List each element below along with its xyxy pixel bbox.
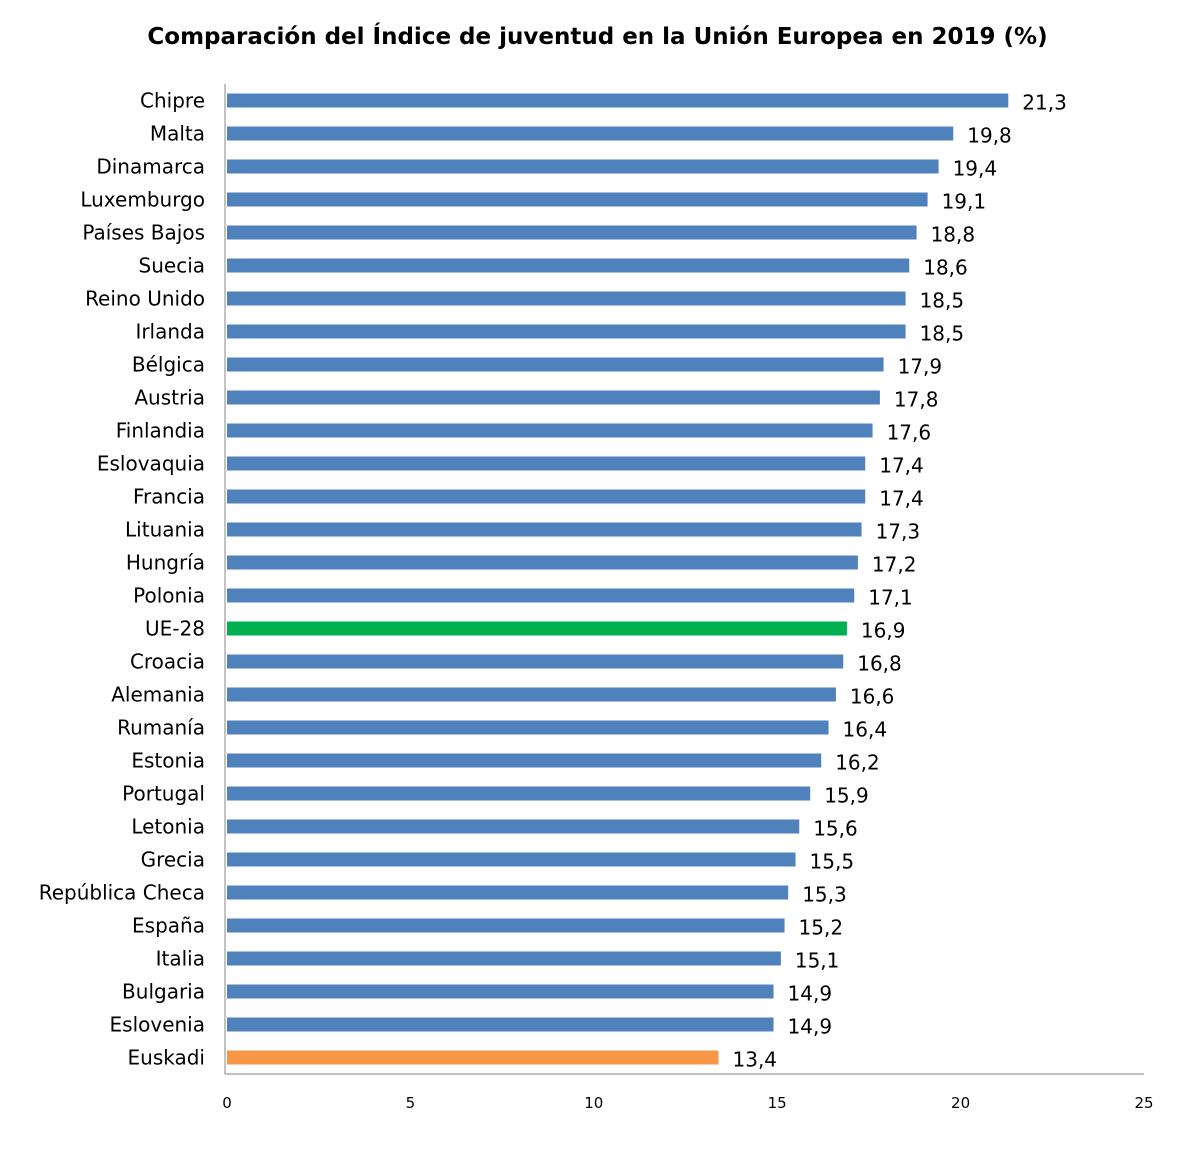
x-tick-label: 20 <box>951 1094 970 1112</box>
bar-francia <box>227 489 866 504</box>
category-label: Francia <box>133 485 205 509</box>
category-label: Letonia <box>131 815 205 839</box>
data-label: 18,8 <box>931 223 976 247</box>
data-label: 15,9 <box>824 784 869 808</box>
data-label: 14,9 <box>788 1015 833 1039</box>
category-label: Polonia <box>133 584 205 608</box>
chart-title: Comparación del Índice de juventud en la… <box>147 24 1048 50</box>
bar-polonia <box>227 588 855 603</box>
data-label: 17,8 <box>894 388 939 412</box>
category-label: Bélgica <box>132 353 205 377</box>
category-label: Eslovenia <box>110 1013 205 1037</box>
bar-italia <box>227 951 781 966</box>
bar-suecia <box>227 258 910 273</box>
bar-rumanía <box>227 720 829 735</box>
bar-grecia <box>227 852 796 867</box>
category-label: Euskadi <box>128 1046 205 1070</box>
bar-austria <box>227 390 880 405</box>
category-label: Países Bajos <box>82 221 205 245</box>
data-label: 17,4 <box>879 454 924 478</box>
data-label: 14,9 <box>788 982 833 1006</box>
category-label: Dinamarca <box>96 155 205 179</box>
data-label: 17,2 <box>872 553 917 577</box>
category-label: Suecia <box>139 254 205 278</box>
category-label: Croacia <box>130 650 205 674</box>
data-label: 17,4 <box>879 487 924 511</box>
data-label: 16,8 <box>857 652 902 676</box>
bar-euskadi <box>227 1050 719 1065</box>
data-label: 17,9 <box>898 355 943 379</box>
x-tick-label: 15 <box>768 1094 787 1112</box>
bar-ue-28 <box>227 621 847 636</box>
bar-croacia <box>227 654 844 669</box>
data-label: 18,6 <box>923 256 968 280</box>
data-label: 16,6 <box>850 685 895 709</box>
x-tick-label: 5 <box>406 1094 416 1112</box>
bar-malta <box>227 126 954 141</box>
category-label: UE-28 <box>145 617 205 641</box>
bar-hungría <box>227 555 858 570</box>
category-label: Lituania <box>125 518 205 542</box>
category-label: Italia <box>156 947 205 971</box>
category-label: Malta <box>150 122 205 146</box>
category-label: Austria <box>134 386 205 410</box>
data-label: 15,2 <box>799 916 844 940</box>
x-tick-label: 25 <box>1134 1094 1153 1112</box>
data-label: 13,4 <box>733 1048 778 1072</box>
bar-dinamarca <box>227 159 939 174</box>
bar-bulgaria <box>227 984 774 999</box>
bar-letonia <box>227 819 800 834</box>
bar-países-bajos <box>227 225 917 240</box>
data-label: 17,1 <box>868 586 913 610</box>
data-label: 17,6 <box>887 421 932 445</box>
category-label: Grecia <box>141 848 205 872</box>
bar-portugal <box>227 786 811 801</box>
bar-chipre <box>227 93 1009 108</box>
category-label: Portugal <box>122 782 205 806</box>
data-label: 17,3 <box>876 520 921 544</box>
bar-eslovenia <box>227 1017 774 1032</box>
bar-finlandia <box>227 423 873 438</box>
data-label: 19,8 <box>967 124 1012 148</box>
category-label: España <box>132 914 205 938</box>
bar-luxemburgo <box>227 192 928 207</box>
category-label: República Checa <box>39 881 205 905</box>
data-label: 18,5 <box>920 289 965 313</box>
data-label: 15,1 <box>795 949 840 973</box>
data-label: 15,3 <box>802 883 847 907</box>
bar-españa <box>227 918 785 933</box>
category-label: Chipre <box>140 89 205 113</box>
category-label: Alemania <box>111 683 205 707</box>
x-tick-label: 10 <box>584 1094 603 1112</box>
data-label: 15,5 <box>810 850 855 874</box>
bar-alemania <box>227 687 836 702</box>
category-label: Bulgaria <box>122 980 205 1004</box>
bar-bélgica <box>227 357 884 372</box>
category-label: Estonia <box>131 749 205 773</box>
category-label: Irlanda <box>135 320 205 344</box>
data-label: 19,1 <box>942 190 987 214</box>
category-label: Finlandia <box>116 419 205 443</box>
data-label: 15,6 <box>813 817 858 841</box>
category-label: Reino Unido <box>85 287 205 311</box>
bar-irlanda <box>227 324 906 339</box>
x-tick-label: 0 <box>222 1094 232 1112</box>
data-label: 21,3 <box>1022 91 1067 115</box>
category-label: Eslovaquia <box>97 452 205 476</box>
data-label: 18,5 <box>920 322 965 346</box>
bar-estonia <box>227 753 822 768</box>
bar-eslovaquia <box>227 456 866 471</box>
data-label: 16,4 <box>843 718 888 742</box>
category-label: Luxemburgo <box>80 188 205 212</box>
bar-lituania <box>227 522 862 537</box>
data-label: 16,2 <box>835 751 880 775</box>
data-label: 19,4 <box>953 157 998 181</box>
category-label: Rumanía <box>117 716 205 740</box>
category-label: Hungría <box>126 551 205 575</box>
bar-reino-unido <box>227 291 906 306</box>
data-label: 16,9 <box>861 619 906 643</box>
bar-república-checa <box>227 885 789 900</box>
